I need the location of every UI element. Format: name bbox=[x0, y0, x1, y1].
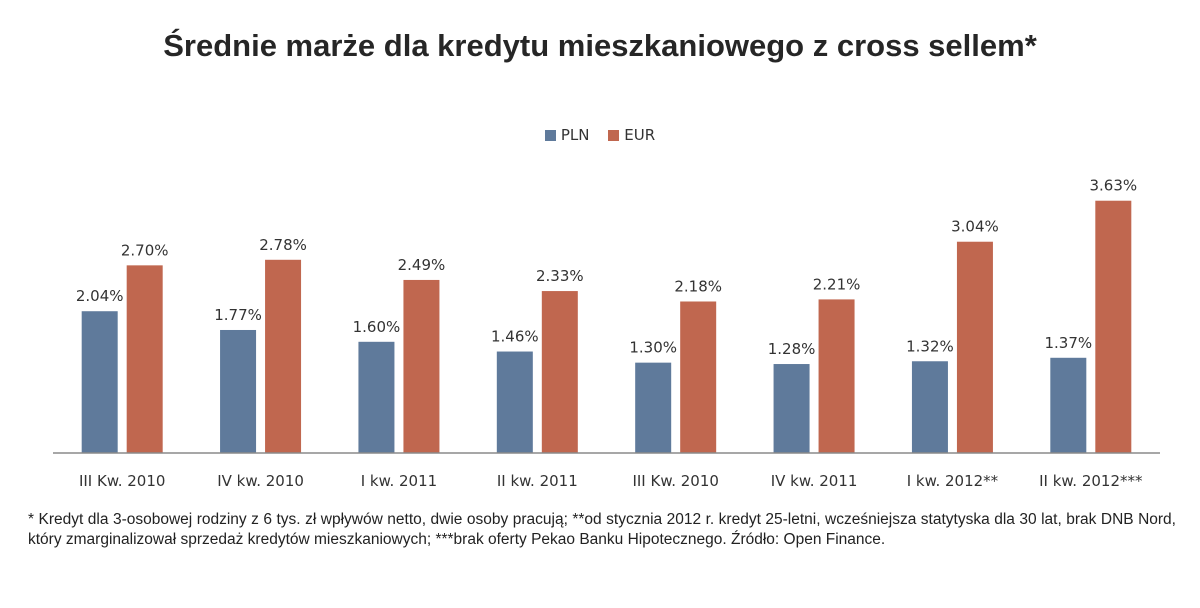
data-label-pln-1: 1.77% bbox=[214, 306, 262, 324]
data-label-eur-7: 3.63% bbox=[1089, 177, 1137, 195]
x-tick-label-2: I kw. 2011 bbox=[361, 472, 437, 490]
x-tick-label-3: II kw. 2011 bbox=[497, 472, 578, 490]
legend-item-eur: EUR bbox=[608, 126, 655, 144]
bar-eur-0 bbox=[126, 265, 163, 453]
x-tick-label-4: III Kw. 2010 bbox=[632, 472, 718, 490]
data-label-pln-4: 1.30% bbox=[629, 339, 677, 357]
data-label-pln-5: 1.28% bbox=[768, 340, 816, 358]
data-label-pln-3: 1.46% bbox=[491, 328, 539, 346]
x-tick-label-5: IV kw. 2011 bbox=[771, 472, 858, 490]
x-tick-label-6: I kw. 2012** bbox=[907, 472, 999, 490]
data-label-pln-6: 1.32% bbox=[906, 337, 954, 355]
x-tick-label-1: IV kw. 2010 bbox=[217, 472, 304, 490]
bar-pln-6 bbox=[911, 361, 948, 453]
x-tick-label-7: II kw. 2012*** bbox=[1039, 472, 1143, 490]
bar-pln-1 bbox=[220, 329, 257, 453]
legend-item-pln: PLN bbox=[544, 126, 590, 144]
bar-pln-5 bbox=[773, 364, 810, 453]
bar-eur-5 bbox=[818, 299, 855, 453]
bar-pln-7 bbox=[1050, 357, 1087, 453]
bar-eur-4 bbox=[680, 301, 717, 453]
legend-swatch-eur bbox=[608, 129, 620, 141]
data-label-eur-5: 2.21% bbox=[813, 275, 861, 293]
bar-eur-3 bbox=[541, 291, 578, 453]
footnote: * Kredyt dla 3-osobowej rodziny z 6 tys.… bbox=[28, 511, 1176, 548]
bar-eur-7 bbox=[1095, 200, 1132, 453]
data-label-eur-6: 3.04% bbox=[951, 218, 999, 236]
bar-eur-1 bbox=[265, 259, 302, 453]
data-label-pln-2: 1.60% bbox=[353, 318, 401, 336]
bar-pln-4 bbox=[635, 362, 672, 453]
data-label-eur-0: 2.70% bbox=[121, 241, 169, 259]
bar-eur-2 bbox=[403, 279, 440, 453]
bar-pln-2 bbox=[358, 341, 395, 453]
data-label-eur-1: 2.78% bbox=[259, 236, 307, 254]
data-label-eur-4: 2.18% bbox=[674, 277, 722, 295]
data-label-eur-3: 2.33% bbox=[536, 267, 584, 285]
data-label-pln-0: 2.04% bbox=[76, 287, 124, 305]
legend-swatch-pln bbox=[544, 129, 556, 141]
legend: PLN EUR bbox=[0, 126, 1200, 145]
chart-title: Średnie marże dla kredytu mieszkaniowego… bbox=[163, 28, 1037, 63]
legend-label-eur: EUR bbox=[624, 126, 656, 144]
data-label-eur-2: 2.49% bbox=[398, 256, 446, 274]
bar-pln-3 bbox=[496, 351, 533, 453]
data-label-pln-7: 1.37% bbox=[1044, 334, 1092, 352]
bar-pln-0 bbox=[81, 311, 118, 453]
bar-eur-6 bbox=[956, 241, 993, 453]
x-tick-label-0: III Kw. 2010 bbox=[79, 472, 165, 490]
legend-label-pln: PLN bbox=[560, 126, 590, 144]
